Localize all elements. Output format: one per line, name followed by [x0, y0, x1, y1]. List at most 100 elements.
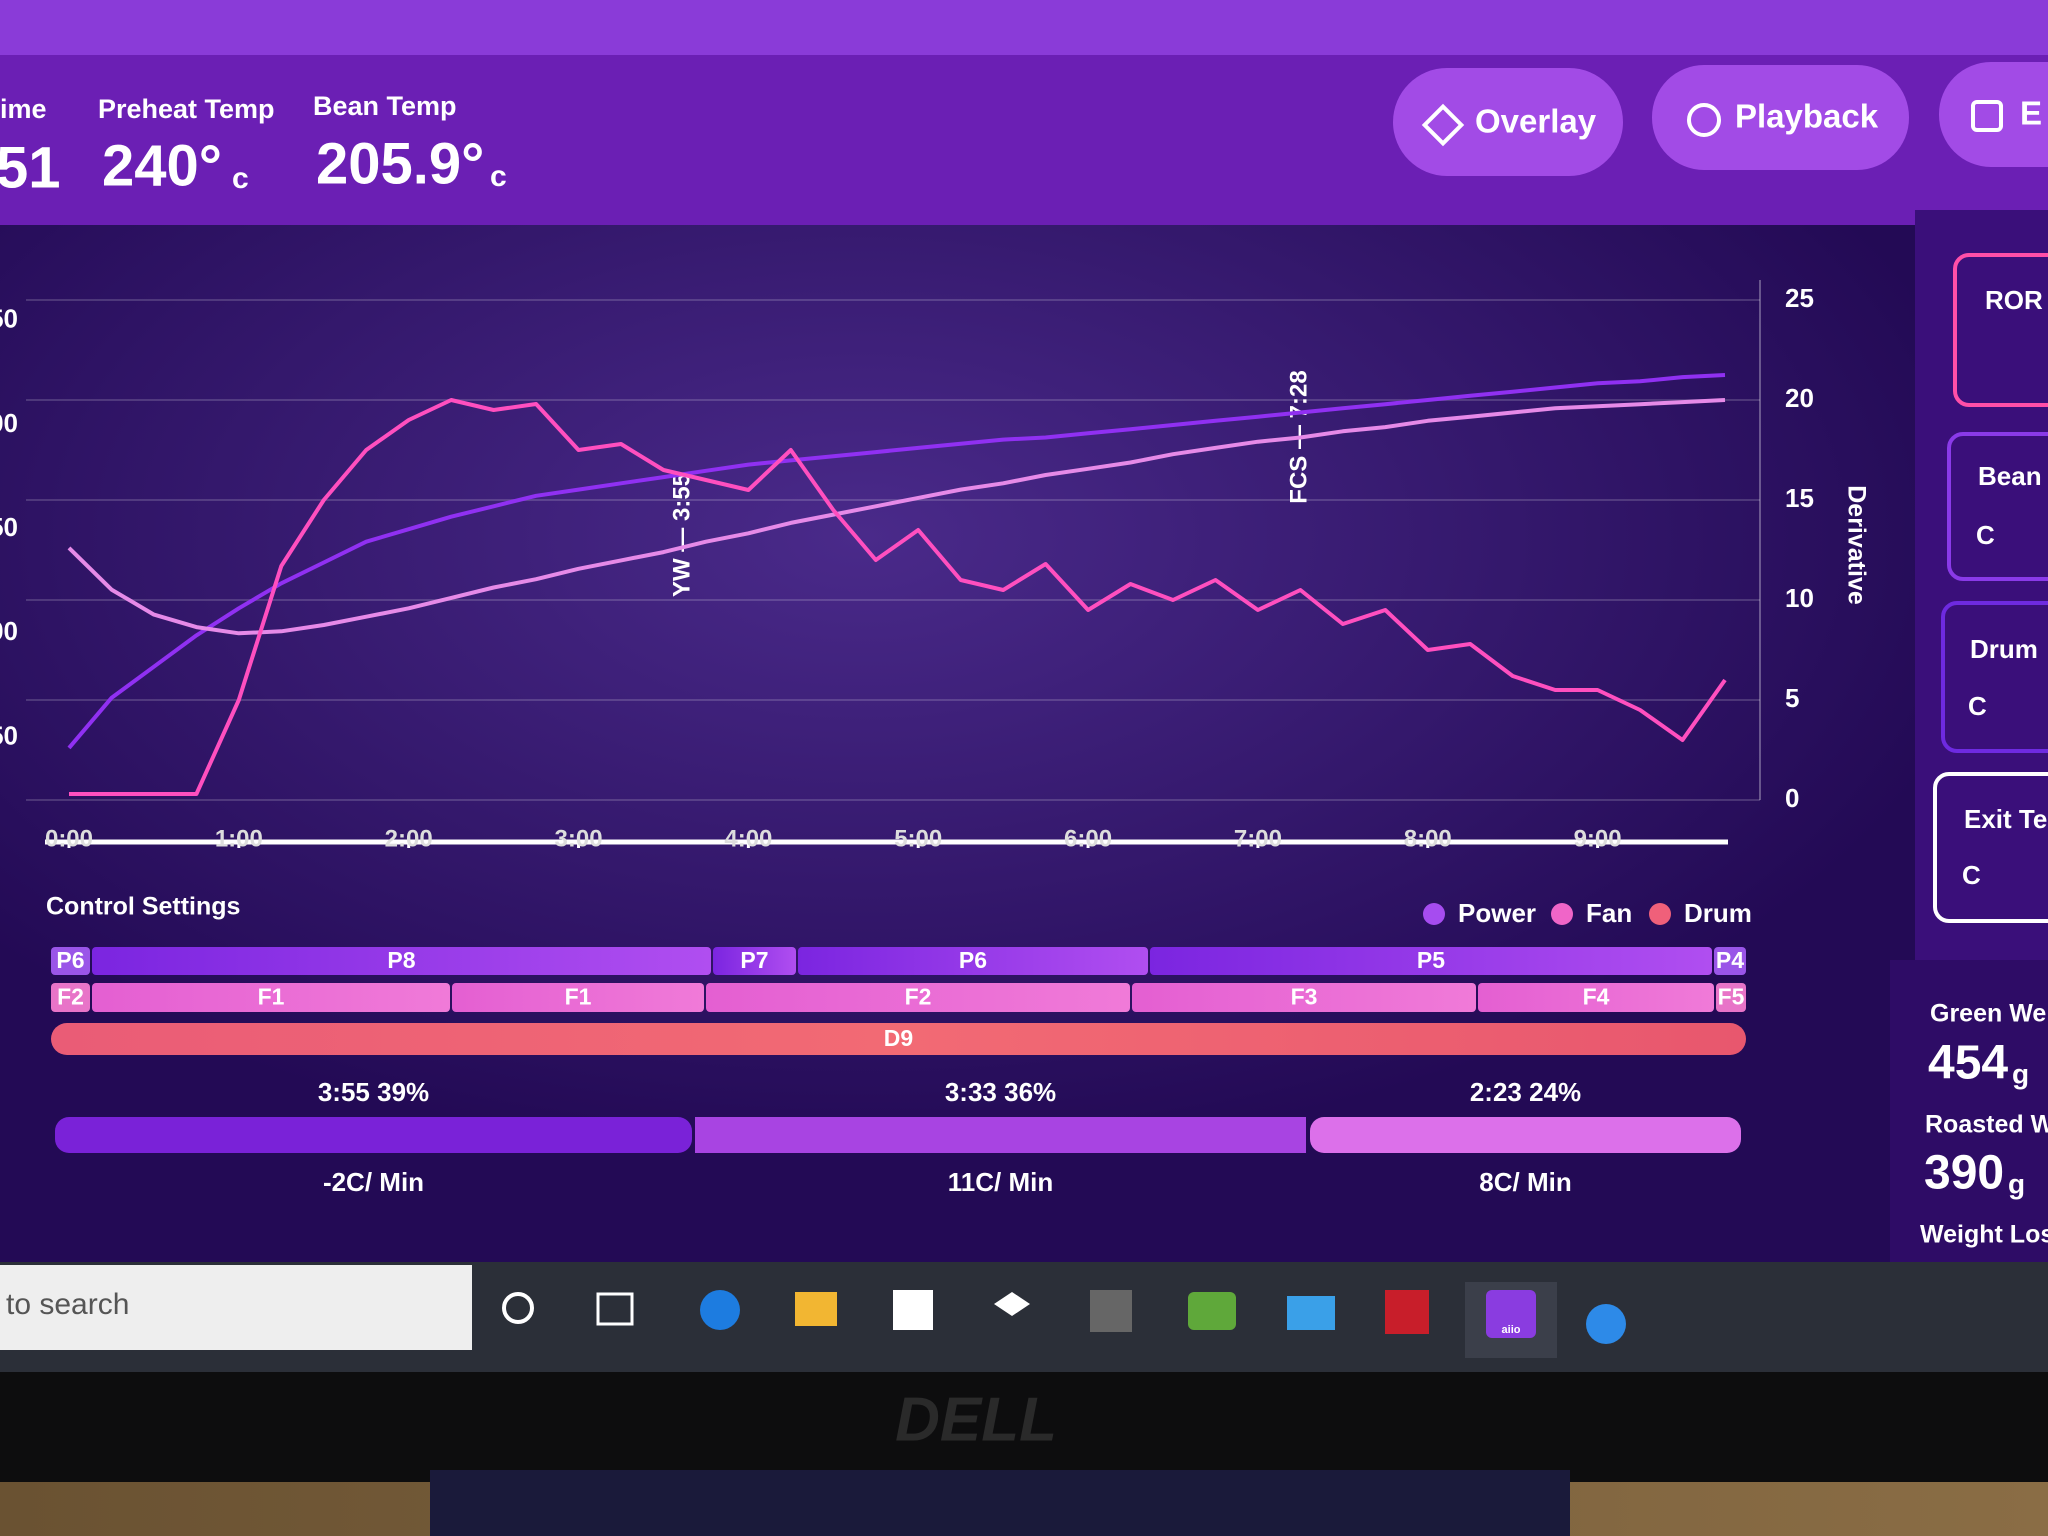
y-tick-label: 100 [0, 616, 18, 646]
x-tick-label: 2:00 [385, 825, 433, 852]
phase-bar [1310, 1117, 1741, 1153]
fan-label: F4 [1583, 984, 1610, 1010]
weight-unit: g [2012, 1058, 2029, 1089]
card[interactable] [1947, 432, 2048, 581]
app-label: aiio [1502, 1324, 1521, 1336]
weight-label: Roasted W [1925, 1111, 2048, 1139]
fan-segment [1478, 983, 1714, 1012]
edit-button[interactable]: E [1939, 62, 2048, 167]
icon [1421, 103, 1465, 147]
power-segment [798, 947, 1148, 975]
monitor-logo: DELL [895, 1385, 1057, 1454]
card-label: Drum [1970, 634, 2038, 664]
x-tick-label: 3:00 [555, 825, 603, 852]
phase-bar [55, 1117, 692, 1153]
x-tick-label: 8:00 [1404, 825, 1452, 852]
fan-label: F2 [57, 984, 84, 1010]
button-label: Playback [1735, 98, 1879, 135]
y2-tick-label: 0 [1785, 783, 1799, 813]
stat-unit: c [232, 162, 249, 195]
stat-label: Bean Temp [313, 91, 457, 121]
stat-label: ime [0, 94, 47, 124]
card[interactable] [1953, 253, 2048, 407]
card-value: C [1962, 860, 1981, 890]
fan-label: F1 [565, 984, 592, 1010]
phase-rate: -2C/ Min [323, 1167, 424, 1197]
y2-tick-label: 10 [1785, 583, 1814, 613]
card-label: Exit Te [1964, 804, 2047, 834]
power-segment [1714, 947, 1746, 975]
power-segment [51, 947, 90, 975]
fan-segment [452, 983, 704, 1012]
mail-icon[interactable] [1287, 1296, 1335, 1330]
y-tick-label: 200 [0, 408, 18, 438]
phase-rate: 11C/ Min [948, 1167, 1053, 1197]
weight-value: 390 [1924, 1147, 2004, 1200]
help-icon[interactable] [1586, 1304, 1626, 1344]
x-tick-label: 1:00 [215, 825, 263, 852]
y2-tick-label: 5 [1785, 683, 1799, 713]
x-tick-label: 9:00 [1574, 825, 1622, 852]
legend-item[interactable]: Fan [1551, 898, 1632, 928]
drum-segment [51, 1023, 1746, 1055]
stat-unit: c [490, 160, 507, 193]
card[interactable] [1933, 772, 2048, 923]
card-label: ROR [1985, 285, 2043, 315]
aiio-icon [1486, 1290, 1536, 1338]
power-segment [713, 947, 796, 975]
power-segment [1150, 947, 1712, 975]
drum-label: D9 [884, 1025, 913, 1051]
fan-label: F3 [1291, 984, 1318, 1010]
amazon-icon[interactable] [1090, 1290, 1132, 1332]
legend-item[interactable]: Drum [1649, 898, 1752, 928]
annotation: YW — 3:55 [668, 473, 695, 597]
overlay-button[interactable]: Overlay [1393, 68, 1623, 176]
cortana-icon[interactable] [502, 1292, 534, 1324]
b-icon[interactable] [1385, 1290, 1429, 1334]
card-value: C [1976, 520, 1995, 550]
fan-label: F1 [258, 984, 285, 1010]
y2-tick-label: 25 [1785, 283, 1814, 313]
phase-time: 3:33 36% [945, 1077, 1056, 1107]
search-placeholder: to search [6, 1288, 129, 1321]
fan-segment [92, 983, 450, 1012]
search-box[interactable] [0, 1265, 472, 1350]
playback-button[interactable]: Playback [1652, 65, 1909, 170]
section-title: Control Settings [46, 893, 240, 921]
weight-label: Green We [1930, 1000, 2046, 1028]
stat-value: 205.9° [316, 131, 484, 196]
y2-tick-label: 20 [1785, 383, 1814, 413]
taskview-icon[interactable] [596, 1292, 634, 1326]
tripadvisor-icon[interactable] [1188, 1292, 1236, 1330]
fan-label: F2 [905, 984, 932, 1010]
phase-time: 3:55 39% [318, 1077, 429, 1107]
series-line [67, 373, 1726, 750]
fan-segment [1132, 983, 1476, 1012]
legend-label: Power [1458, 898, 1536, 928]
x-tick-label: 0:00 [45, 825, 93, 852]
power-segment [92, 947, 711, 975]
y2-axis-label: Derivative [1842, 485, 1870, 605]
legend-item[interactable]: Power [1423, 898, 1536, 928]
power-label: P8 [387, 947, 415, 973]
x-tick-label: 5:00 [894, 825, 942, 852]
card[interactable] [1941, 601, 2048, 753]
x-tick-label: 6:00 [1064, 825, 1112, 852]
phase-bar [695, 1117, 1306, 1153]
store-icon[interactable] [893, 1290, 933, 1330]
explorer-icon[interactable] [795, 1292, 837, 1326]
fan-segment [51, 983, 90, 1012]
legend-dot [1551, 903, 1573, 925]
card-value: C [1968, 691, 1987, 721]
x-tick-label: 7:00 [1234, 825, 1282, 852]
y-tick-label: 250 [0, 304, 18, 334]
stat-value: 240° [102, 133, 222, 198]
top-strip [0, 0, 2048, 55]
power-label: P6 [56, 947, 84, 973]
edge-icon[interactable] [700, 1290, 740, 1330]
dropbox-icon[interactable] [994, 1292, 1030, 1316]
button-bg [1393, 68, 1623, 176]
y2-tick-label: 15 [1785, 483, 1814, 513]
